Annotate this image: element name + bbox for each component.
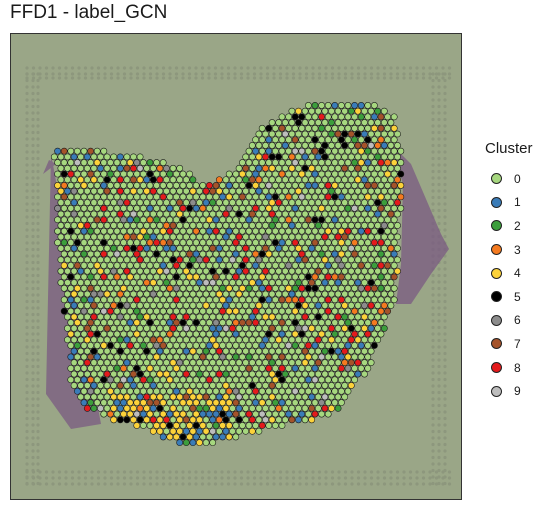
- legend-swatch: [491, 338, 502, 350]
- legend-label: 8: [514, 360, 521, 375]
- spatial-image-panel: [10, 33, 462, 500]
- legend-swatch: [491, 196, 502, 208]
- legend-item-6: 6: [485, 309, 533, 333]
- legend-swatch: [491, 291, 502, 303]
- legend-item-2: 2: [485, 214, 533, 238]
- legend-swatch: [491, 267, 502, 279]
- legend-items: 0 1 2 3 4 5 6 7 8 9: [485, 167, 533, 403]
- legend-swatch: [491, 385, 502, 397]
- legend-item-9: 9: [485, 379, 533, 403]
- legend-item-7: 7: [485, 332, 533, 356]
- legend-swatch: [491, 173, 502, 185]
- legend-swatch: [491, 220, 502, 232]
- legend-item-5: 5: [485, 285, 533, 309]
- legend-item-1: 1: [485, 191, 533, 215]
- cluster-legend: Cluster 0 1 2 3 4 5 6 7 8 9: [485, 140, 533, 403]
- legend-item-3: 3: [485, 238, 533, 262]
- legend-label: 1: [514, 195, 521, 210]
- fiducial-frame: [25, 66, 452, 486]
- legend-item-4: 4: [485, 261, 533, 285]
- legend-label: 6: [514, 313, 521, 328]
- legend-label: 3: [514, 242, 521, 257]
- legend-swatch: [491, 362, 502, 374]
- legend-label: 2: [514, 218, 521, 233]
- legend-label: 5: [514, 289, 521, 304]
- legend-item-8: 8: [485, 356, 533, 380]
- legend-label: 9: [514, 384, 521, 399]
- legend-label: 0: [514, 171, 521, 186]
- tissue-image: [25, 66, 452, 486]
- legend-title: Cluster: [485, 140, 533, 157]
- plot-title: FFD1 - label_GCN: [10, 2, 168, 23]
- cluster-spots: [50, 102, 405, 447]
- legend-item-0: 0: [485, 167, 533, 191]
- legend-swatch: [491, 244, 502, 256]
- legend-swatch: [491, 314, 502, 326]
- legend-label: 4: [514, 266, 521, 281]
- legend-label: 7: [514, 336, 521, 351]
